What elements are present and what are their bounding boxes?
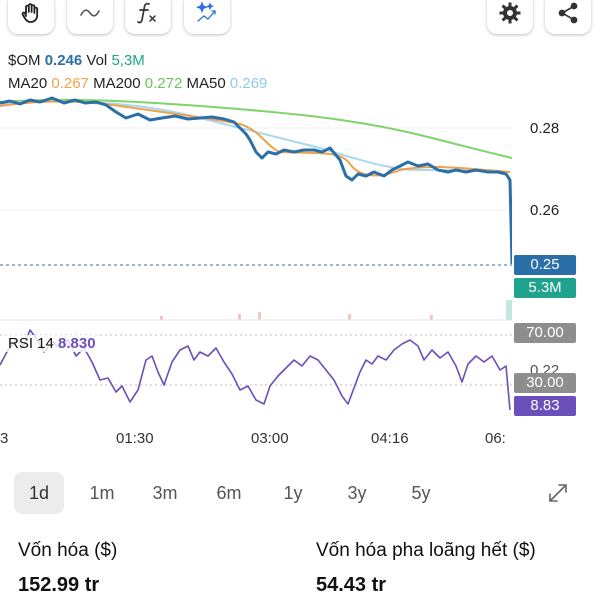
expand-icon: [549, 484, 567, 502]
gear-icon: [499, 2, 521, 24]
time-label-3: 04:16: [371, 430, 409, 447]
fdv-label: Vốn hóa pha loãng hết ($): [316, 540, 536, 561]
time-label-2: 03:00: [251, 430, 289, 447]
volume-bars: [160, 312, 433, 320]
moving-average-legend-row: MA20 0.267 MA200 0.272 MA50 0.269: [8, 75, 267, 92]
price-legend-row: $OM 0.246 Vol 5,3M: [8, 52, 145, 69]
tab-3y[interactable]: 3y: [347, 483, 367, 503]
tab-1d[interactable]: 1d: [14, 472, 64, 514]
rsi-legend: RSI 14 8.830: [6, 335, 98, 352]
tab-6m[interactable]: 6m: [216, 483, 242, 503]
ma50-label: MA50: [186, 75, 226, 92]
chart-toolbar: [0, 0, 600, 40]
fullscreen-button[interactable]: [546, 481, 570, 510]
ai-insights-button[interactable]: [184, 0, 230, 34]
rsi-lower-tag: 30.00: [514, 373, 576, 393]
ma200-value: 0.272: [144, 75, 183, 92]
ma200-label: MA200: [93, 75, 141, 92]
market-cap-label: Vốn hóa ($): [18, 540, 118, 561]
tab-3m[interactable]: 3m: [152, 483, 178, 503]
price-axis-label-0: 0.28: [530, 120, 560, 137]
last-price-tag: 0.25: [514, 255, 576, 275]
share-button[interactable]: [545, 0, 591, 34]
volume-value: 5,3M: [111, 52, 145, 69]
indicators-button[interactable]: [125, 0, 171, 34]
price-chart[interactable]: [0, 90, 512, 420]
ma20-value: 0.267: [51, 75, 89, 92]
sparkle-chart-icon: [196, 1, 216, 22]
line-tool-button[interactable]: [67, 0, 113, 34]
function-icon: [137, 2, 156, 24]
ma20-line: [0, 100, 511, 177]
ma50-line: [0, 100, 511, 173]
price-line: [0, 96, 512, 265]
rsi-value-tag: 8.83: [514, 396, 576, 416]
hand-icon: [21, 3, 39, 23]
tab-5y[interactable]: 5y: [411, 483, 431, 503]
fdv-value: 54.43 tr: [316, 574, 387, 596]
timeframe-tabs: 1d 1m 3m 6m 1y 3y 5y: [14, 472, 590, 514]
market-cap-value: 152.99 tr: [18, 574, 100, 596]
symbol-label: $OM: [8, 52, 41, 69]
volume-label: Vol: [86, 52, 108, 69]
price-axis-label-1: 0.26: [530, 202, 560, 219]
volume-tag: 5.3M: [514, 278, 576, 298]
ma20-label: MA20: [8, 75, 48, 92]
time-label-4: 06:: [485, 430, 506, 447]
settings-button[interactable]: [487, 0, 533, 34]
time-label-0: 3: [0, 430, 9, 447]
rsi-upper-tag: 70.00: [514, 323, 576, 343]
rsi-line: [0, 329, 511, 411]
tab-1m[interactable]: 1m: [89, 483, 115, 503]
ma50-value: 0.269: [229, 75, 268, 92]
volume-spike-bar: [506, 300, 512, 320]
rsi-label: RSI 14: [8, 335, 54, 352]
time-label-1: 01:30: [116, 430, 154, 447]
share-icon: [558, 2, 578, 24]
hand-icon-button[interactable]: [8, 0, 54, 34]
wave-line-icon: [80, 9, 100, 17]
rsi-value: 8.830: [58, 335, 96, 352]
ma200-line: [0, 98, 512, 159]
price-value: 0.246: [44, 52, 83, 69]
tab-1y[interactable]: 1y: [283, 483, 303, 503]
